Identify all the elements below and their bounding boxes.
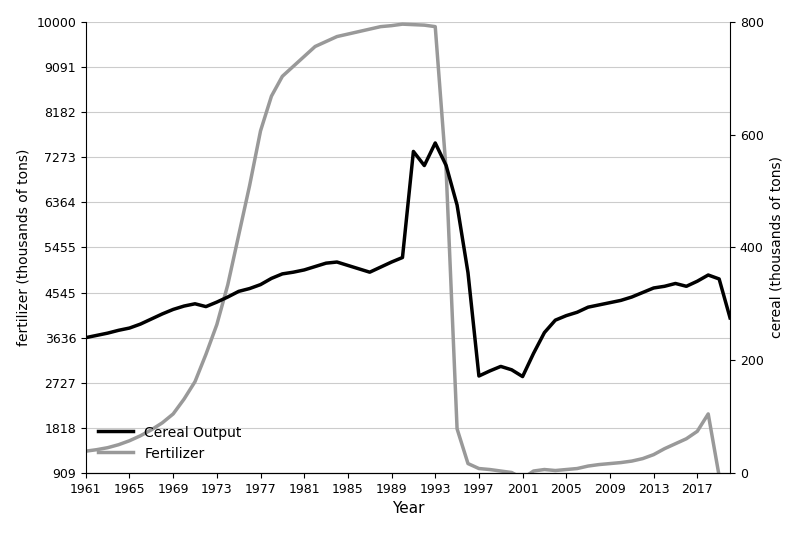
- Cereal Output: [245, 285, 254, 292]
- Fertilizer: [190, 378, 200, 385]
- Line: Cereal Output: Cereal Output: [86, 143, 730, 377]
- Cereal Output: [496, 363, 506, 369]
- Fertilizer: [81, 448, 90, 454]
- Fertilizer: [398, 21, 407, 27]
- Line: Fertilizer: Fertilizer: [86, 24, 730, 479]
- Y-axis label: cereal (thousands of tons): cereal (thousands of tons): [770, 156, 783, 338]
- Fertilizer: [289, 63, 298, 69]
- Cereal Output: [430, 140, 440, 146]
- Fertilizer: [299, 53, 309, 60]
- Fertilizer: [726, 474, 735, 481]
- Cereal Output: [289, 269, 298, 276]
- Cereal Output: [81, 334, 90, 341]
- Cereal Output: [299, 266, 309, 273]
- Fertilizer: [266, 93, 276, 99]
- Fertilizer: [245, 182, 254, 189]
- Fertilizer: [518, 475, 527, 482]
- Cereal Output: [190, 301, 200, 307]
- Fertilizer: [496, 468, 506, 474]
- Cereal Output: [518, 374, 527, 380]
- Legend: Cereal Output, Fertilizer: Cereal Output, Fertilizer: [93, 420, 247, 466]
- Y-axis label: fertilizer (thousands of tons): fertilizer (thousands of tons): [17, 149, 30, 346]
- Cereal Output: [266, 275, 276, 281]
- X-axis label: Year: Year: [392, 502, 424, 516]
- Cereal Output: [726, 314, 735, 321]
